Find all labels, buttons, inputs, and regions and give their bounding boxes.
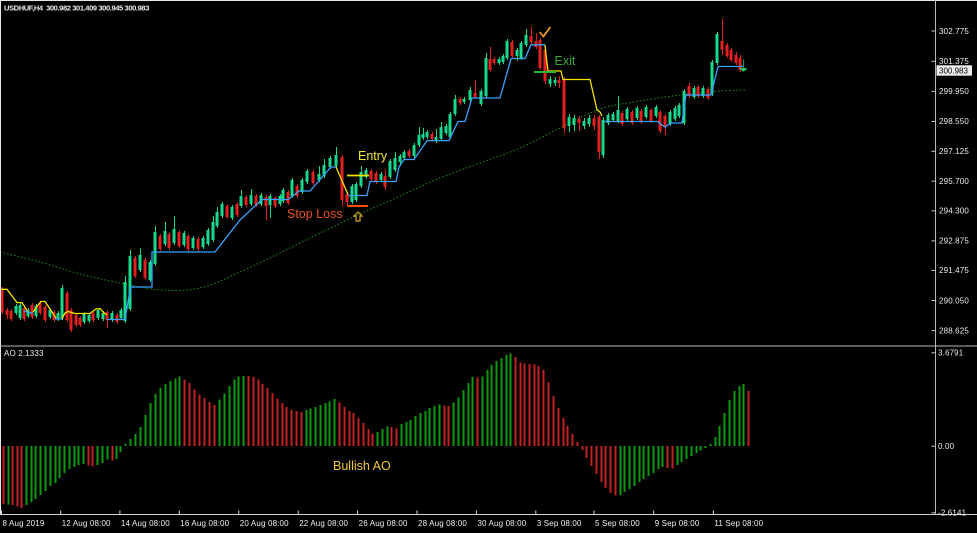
- svg-text:291.475: 291.475: [939, 266, 969, 275]
- svg-text:302.775: 302.775: [939, 27, 969, 36]
- svg-text:295.700: 295.700: [939, 177, 969, 186]
- svg-text:0.00: 0.00: [938, 442, 955, 451]
- svg-text:9 Sep 08:00: 9 Sep 08:00: [655, 519, 700, 528]
- svg-text:5 Sep 08:00: 5 Sep 08:00: [595, 519, 640, 528]
- svg-text:292.875: 292.875: [939, 237, 969, 246]
- svg-text:-2.6141: -2.6141: [938, 509, 967, 518]
- svg-text:20 Aug 08:00: 20 Aug 08:00: [240, 519, 289, 528]
- svg-text:290.050: 290.050: [939, 296, 969, 305]
- svg-text:298.550: 298.550: [939, 117, 969, 126]
- svg-text:14 Aug 08:00: 14 Aug 08:00: [121, 519, 170, 528]
- svg-text:12 Aug 08:00: 12 Aug 08:00: [62, 519, 111, 528]
- svg-text:299.950: 299.950: [939, 87, 969, 96]
- svg-text:Entry: Entry: [358, 149, 388, 163]
- svg-text:28 Aug 08:00: 28 Aug 08:00: [418, 519, 467, 528]
- svg-text:3 Sep 08:00: 3 Sep 08:00: [537, 519, 582, 528]
- svg-text:297.125: 297.125: [939, 147, 969, 156]
- svg-text:Stop Loss: Stop Loss: [287, 207, 343, 221]
- svg-text:USDHUF,H4 300.982 301.409 300: USDHUF,H4 300.982 301.409 300.945 300.98…: [4, 4, 149, 13]
- svg-text:22 Aug 08:00: 22 Aug 08:00: [299, 519, 348, 528]
- svg-text:301.375: 301.375: [939, 57, 969, 66]
- svg-text:30 Aug 08:00: 30 Aug 08:00: [477, 519, 526, 528]
- svg-text:300.983: 300.983: [939, 66, 968, 75]
- svg-text:294.300: 294.300: [939, 207, 969, 216]
- svg-text:16 Aug 08:00: 16 Aug 08:00: [180, 519, 229, 528]
- svg-text:26 Aug 08:00: 26 Aug 08:00: [359, 519, 408, 528]
- svg-text:Exit: Exit: [555, 54, 576, 68]
- svg-text:288.625: 288.625: [939, 326, 969, 335]
- svg-text:AO 2.1333: AO 2.1333: [4, 349, 44, 358]
- svg-text:8 Aug 2019: 8 Aug 2019: [3, 519, 45, 528]
- svg-text:Bullish AO: Bullish AO: [333, 459, 391, 473]
- svg-text:11 Sep 08:00: 11 Sep 08:00: [714, 519, 763, 528]
- svg-text:3.6791: 3.6791: [938, 349, 964, 358]
